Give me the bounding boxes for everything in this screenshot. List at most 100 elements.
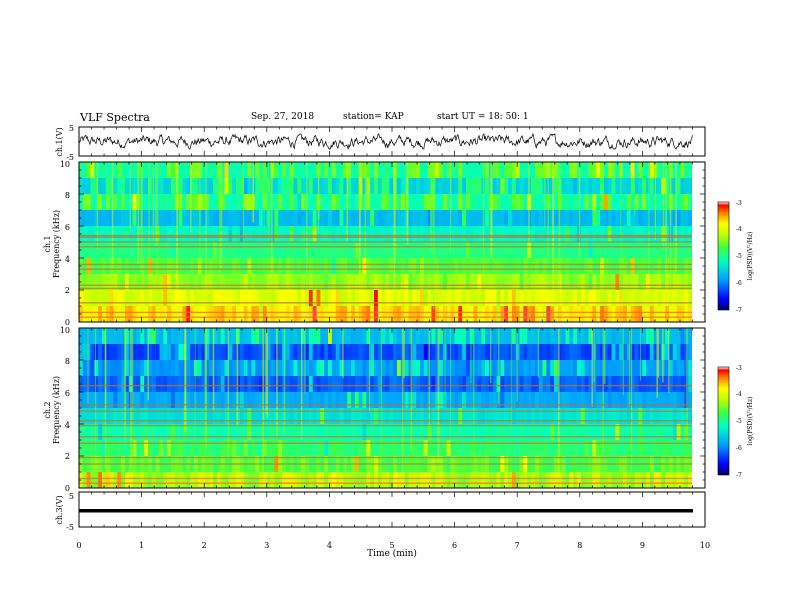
spectrogram-cell bbox=[561, 408, 566, 425]
spectrogram-cell bbox=[412, 242, 417, 259]
spectrogram-cell bbox=[538, 290, 543, 307]
x-tick-label: 0 bbox=[76, 541, 81, 550]
spectrogram-cell bbox=[473, 210, 478, 227]
spectrogram-cell bbox=[565, 290, 570, 307]
spectrogram-cell bbox=[646, 440, 651, 457]
spectrogram-cell bbox=[216, 194, 222, 211]
spectrogram-cell bbox=[366, 360, 371, 377]
spectrogram-cell bbox=[366, 408, 371, 425]
spectrogram-cell bbox=[109, 194, 114, 211]
spectrogram-cell bbox=[124, 392, 130, 409]
spectrogram-cell bbox=[255, 210, 260, 227]
spectrogram-cell bbox=[163, 440, 168, 457]
spectrogram-cell bbox=[236, 258, 241, 275]
spectrogram-cell bbox=[554, 392, 559, 409]
spectrogram-cell bbox=[101, 360, 107, 377]
spectrogram-cell bbox=[435, 424, 440, 441]
spectrogram-cell bbox=[680, 360, 685, 377]
spectrogram-cell bbox=[193, 424, 199, 441]
spectrogram-cell bbox=[374, 344, 379, 361]
spectrogram-cell bbox=[408, 274, 413, 291]
spectrogram-cell bbox=[477, 328, 482, 345]
spectrogram-cell bbox=[132, 242, 137, 259]
spectrogram-cell bbox=[672, 392, 677, 409]
spectrogram-cell bbox=[431, 360, 436, 377]
spectrogram-cell bbox=[661, 472, 666, 489]
spectrogram-cell bbox=[117, 472, 122, 489]
spectrogram-cell bbox=[561, 440, 566, 457]
spectrogram-cell bbox=[626, 226, 631, 243]
spectrogram-cell bbox=[649, 306, 654, 323]
spectrogram-cell bbox=[167, 424, 172, 441]
spectrogram-cell bbox=[657, 440, 662, 457]
spectrogram-cell bbox=[676, 274, 681, 291]
spectrogram-cell bbox=[458, 194, 463, 211]
spectrogram-cell bbox=[389, 242, 394, 259]
spectrogram-cell bbox=[400, 210, 405, 227]
narrowband-line bbox=[79, 284, 692, 286]
spectrogram-cell bbox=[274, 274, 279, 291]
spectrogram-cell bbox=[190, 424, 195, 441]
spectrogram-cell bbox=[511, 178, 517, 195]
spectrogram-cell bbox=[147, 210, 153, 227]
spectrogram-cell bbox=[347, 226, 352, 243]
spectrogram-cell bbox=[301, 258, 306, 275]
spectrogram-cell bbox=[511, 242, 517, 259]
spectrogram-cell bbox=[243, 360, 248, 377]
spectrogram-cell bbox=[159, 194, 164, 211]
spectrogram-cell bbox=[105, 306, 110, 323]
spectrogram-cell bbox=[508, 162, 513, 179]
spectrogram-cell bbox=[465, 392, 471, 409]
spectrogram-cell bbox=[259, 392, 264, 409]
spectrogram-cell bbox=[676, 424, 681, 441]
spectrogram-cell bbox=[167, 226, 172, 243]
spectrogram-cell bbox=[381, 344, 386, 361]
spectrogram-cell bbox=[251, 274, 256, 291]
spectrogram-cell bbox=[534, 274, 540, 291]
spectrogram-cell bbox=[389, 258, 394, 275]
spectrogram-cell bbox=[646, 392, 651, 409]
spectrogram-cell bbox=[423, 440, 428, 457]
spectrogram-cell bbox=[657, 360, 662, 377]
spectrogram-cell bbox=[289, 360, 294, 377]
spectrogram-cell bbox=[419, 194, 425, 211]
spectrogram-cell bbox=[278, 328, 283, 345]
spectrogram-cell bbox=[155, 344, 160, 361]
spectrogram-cell bbox=[527, 392, 532, 409]
spectrogram-cell bbox=[550, 472, 555, 489]
spectrogram-cell bbox=[190, 194, 195, 211]
spectrogram-cell bbox=[144, 178, 149, 195]
spectrogram-cell bbox=[163, 162, 168, 179]
spectrogram-cell bbox=[90, 360, 95, 377]
spectrogram-cell bbox=[538, 162, 543, 179]
spectrogram-cell bbox=[603, 258, 609, 275]
spectrogram-cell bbox=[396, 392, 402, 409]
spectrogram-cell bbox=[573, 194, 578, 211]
spectrogram-cell bbox=[94, 408, 99, 425]
spectrogram-cell bbox=[546, 290, 551, 307]
spectrogram-cell bbox=[163, 328, 168, 345]
spectrogram-streak bbox=[236, 328, 239, 427]
spectrogram-cell bbox=[289, 162, 294, 179]
spectrogram-cell bbox=[657, 290, 662, 307]
spectrogram-cell bbox=[400, 242, 405, 259]
spectrogram-cell bbox=[534, 392, 540, 409]
spectrogram-cell bbox=[170, 178, 176, 195]
spectrogram-cell bbox=[117, 344, 122, 361]
spectrogram-cell bbox=[496, 274, 501, 291]
spectrogram-cell bbox=[565, 226, 570, 243]
spectrogram-cell bbox=[124, 258, 130, 275]
spectrogram-cell bbox=[297, 210, 302, 227]
spectrogram-cell bbox=[630, 328, 635, 345]
spectrogram-cell bbox=[439, 242, 444, 259]
spectrogram-cell bbox=[320, 376, 325, 393]
spectrogram-cell bbox=[396, 344, 402, 361]
spectrogram-streak bbox=[380, 328, 383, 463]
spectrogram-cell bbox=[427, 424, 432, 441]
spectrogram-cell bbox=[592, 306, 597, 323]
spectrogram-cell bbox=[301, 472, 306, 489]
spectrogram-cell bbox=[623, 440, 628, 457]
spectrogram-cell bbox=[469, 274, 474, 291]
spectrogram-cell bbox=[374, 258, 379, 275]
spectrogram-cell bbox=[144, 226, 149, 243]
